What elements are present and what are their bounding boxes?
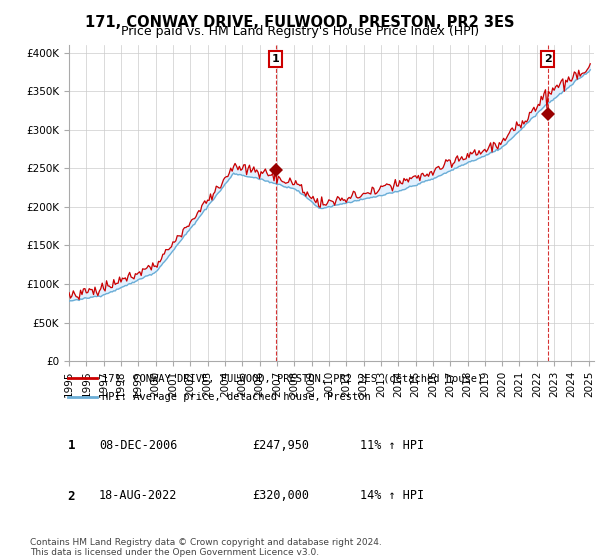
Text: Price paid vs. HM Land Registry's House Price Index (HPI): Price paid vs. HM Land Registry's House …	[121, 25, 479, 38]
Text: 08-DEC-2006: 08-DEC-2006	[99, 438, 178, 452]
Text: £247,950: £247,950	[252, 438, 309, 452]
Text: HPI: Average price, detached house, Preston: HPI: Average price, detached house, Pres…	[102, 392, 371, 402]
Text: 2: 2	[544, 54, 551, 64]
Text: 2: 2	[68, 489, 75, 503]
Text: Contains HM Land Registry data © Crown copyright and database right 2024.
This d: Contains HM Land Registry data © Crown c…	[30, 538, 382, 557]
Text: 18-AUG-2022: 18-AUG-2022	[99, 489, 178, 502]
Text: £320,000: £320,000	[252, 489, 309, 502]
Text: 11% ↑ HPI: 11% ↑ HPI	[360, 438, 424, 452]
Text: 14% ↑ HPI: 14% ↑ HPI	[360, 489, 424, 502]
Text: 171, CONWAY DRIVE, FULWOOD, PRESTON, PR2 3ES (detached house): 171, CONWAY DRIVE, FULWOOD, PRESTON, PR2…	[102, 373, 483, 383]
Text: 1: 1	[68, 439, 75, 452]
Text: 1: 1	[272, 54, 280, 64]
Text: 171, CONWAY DRIVE, FULWOOD, PRESTON, PR2 3ES: 171, CONWAY DRIVE, FULWOOD, PRESTON, PR2…	[85, 15, 515, 30]
